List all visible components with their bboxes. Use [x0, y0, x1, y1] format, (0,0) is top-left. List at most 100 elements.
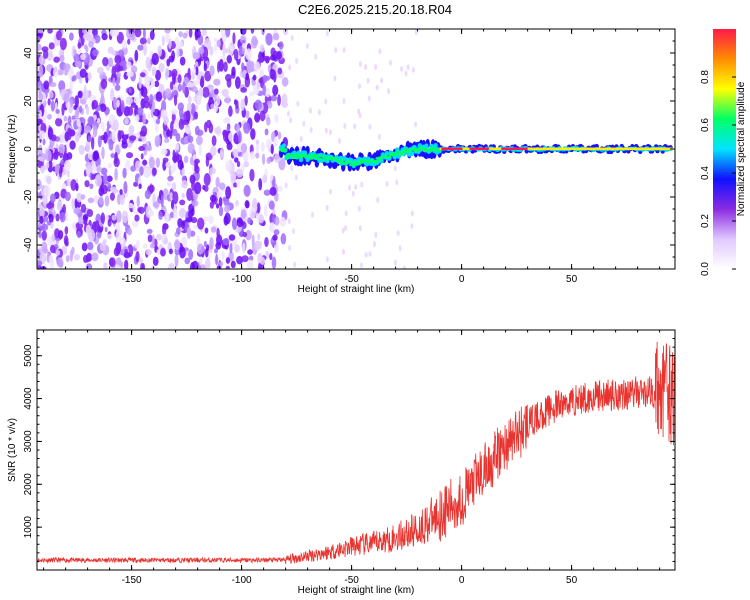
noise-speckle: [254, 112, 261, 123]
noise-speckle: [73, 49, 77, 56]
noise-speckle: [236, 144, 242, 153]
noise-speckle: [364, 64, 368, 71]
noise-speckle: [83, 44, 88, 50]
signal-core: [525, 147, 529, 150]
noise-speckle: [100, 212, 106, 225]
noise-speckle: [64, 238, 68, 246]
noise-speckle: [264, 128, 269, 136]
noise-speckle: [47, 29, 53, 34]
x-tick-label: -150: [122, 575, 142, 586]
noise-speckle: [224, 48, 229, 54]
noise-speckle: [119, 188, 123, 195]
noise-speckle: [66, 178, 72, 187]
noise-speckle: [67, 115, 72, 127]
noise-speckle: [74, 60, 82, 68]
noise-speckle: [358, 61, 362, 68]
signal-core: [458, 147, 462, 150]
noise-speckle: [176, 227, 181, 235]
noise-speckle: [149, 94, 154, 105]
noise-speckle: [171, 181, 177, 192]
noise-speckle: [250, 128, 256, 140]
noise-speckle: [38, 109, 42, 118]
signal-core: [476, 147, 480, 150]
noise-speckle: [138, 183, 142, 190]
noise-speckle: [59, 212, 66, 223]
noise-speckle: [204, 227, 209, 234]
noise-speckle: [49, 82, 57, 88]
noise-speckle: [186, 187, 193, 201]
noise-speckle: [129, 31, 136, 41]
noise-speckle: [106, 175, 113, 182]
noise-speckle: [317, 109, 321, 116]
noise-speckle: [265, 32, 273, 46]
noise-speckle: [111, 130, 117, 143]
noise-speckle: [200, 75, 205, 88]
noise-speckle: [85, 105, 90, 116]
noise-speckle: [279, 216, 287, 227]
noise-speckle: [210, 103, 215, 110]
noise-speckle: [116, 99, 120, 108]
signal-core: [583, 147, 587, 150]
signal-core: [492, 147, 495, 150]
noise-speckle: [247, 60, 254, 73]
noise-speckle: [257, 240, 263, 249]
noise-speckle: [270, 95, 278, 102]
noise-speckle: [188, 203, 195, 213]
y-tick-label: 20: [23, 95, 34, 107]
noise-speckle: [309, 107, 313, 114]
noise-speckle: [130, 165, 136, 172]
noise-speckle: [268, 200, 275, 210]
noise-speckle: [58, 229, 64, 240]
signal-core: [527, 147, 531, 150]
noise-speckle: [165, 67, 170, 78]
noise-speckle: [249, 168, 255, 182]
noise-speckle: [66, 152, 73, 160]
noise-speckle: [222, 43, 226, 57]
noise-speckle: [162, 157, 169, 163]
noise-speckle: [278, 41, 284, 50]
noise-speckle: [358, 225, 362, 232]
noise-speckle: [203, 172, 211, 186]
signal-core: [541, 147, 545, 150]
noise-speckle: [115, 230, 122, 243]
noise-speckle: [367, 95, 371, 102]
noise-speckle: [191, 260, 199, 269]
signal-core: [517, 147, 520, 150]
noise-speckle: [270, 144, 274, 155]
noise-speckle: [179, 199, 186, 206]
noise-speckle: [172, 191, 179, 205]
signal-core: [629, 147, 633, 150]
noise-speckle: [328, 188, 332, 195]
noise-speckle: [87, 116, 95, 126]
noise-speckle: [168, 248, 173, 255]
signal-band: [347, 160, 353, 163]
noise-speckle: [247, 217, 253, 225]
noise-speckle: [201, 29, 207, 37]
noise-speckle: [113, 247, 120, 257]
noise-speckle: [188, 29, 193, 38]
noise-speckle: [151, 52, 159, 66]
noise-speckle: [169, 120, 174, 133]
noise-speckle: [255, 139, 260, 145]
noise-speckle: [37, 118, 43, 125]
noise-speckle: [111, 214, 117, 221]
noise-speckle: [41, 223, 49, 231]
noise-speckle: [165, 161, 171, 168]
signal-core: [487, 147, 490, 150]
noise-speckle: [224, 29, 231, 38]
signal-band: [285, 156, 290, 160]
noise-speckle: [147, 210, 155, 217]
signal-core: [571, 147, 575, 150]
noise-speckle: [55, 249, 61, 256]
noise-speckle: [61, 103, 65, 116]
noise-speckle: [42, 138, 46, 146]
noise-speckle: [91, 136, 95, 150]
signal-band: [282, 148, 288, 151]
spectrogram-plot-area: [37, 29, 673, 269]
noise-speckle: [231, 217, 238, 230]
noise-speckle: [274, 113, 279, 124]
noise-speckle: [185, 217, 193, 223]
signal-core: [561, 147, 564, 150]
noise-speckle: [59, 37, 67, 51]
noise-speckle: [235, 168, 244, 178]
